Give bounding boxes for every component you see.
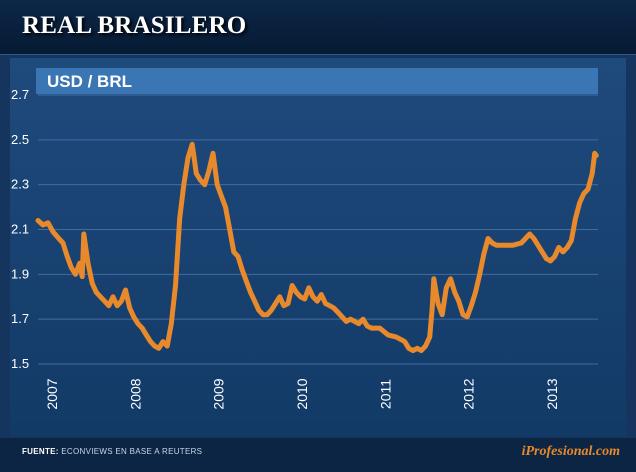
y-tick-label: 1.9 — [11, 266, 29, 281]
page-title: REAL BRASILERO — [22, 12, 247, 39]
plot-panel: 1.5 1.7 1.9 2.1 2.3 2.5 2.7 USD / BRL 2007 2008 20… — [10, 58, 626, 436]
y-tick-label: 1.5 — [11, 356, 29, 371]
source-label: FUENTE: — [22, 447, 59, 456]
title-bar: REAL BRASILERO — [0, 0, 636, 55]
x-tick-label: 2007 — [44, 378, 60, 409]
y-tick-label: 2.7 — [11, 87, 29, 102]
x-tick-label: 2012 — [461, 378, 477, 409]
y-tick-label: 1.7 — [11, 311, 29, 326]
footer: FUENTE: ECONVIEWS EN BASE A REUTERS iPro… — [0, 438, 636, 472]
x-tick-label: 2011 — [377, 379, 393, 409]
chart-title-banner — [36, 68, 598, 94]
series-line-usd-brl — [35, 141, 599, 354]
y-tick-label: 2.5 — [11, 132, 29, 147]
line-chart: 1.5 1.7 1.9 2.1 2.3 2.5 2.7 USD / BRL 2007 2008 20… — [11, 68, 599, 410]
source-note: FUENTE: ECONVIEWS EN BASE A REUTERS — [22, 447, 202, 456]
x-tick-label: 2009 — [211, 378, 227, 409]
x-tick-label: 2013 — [544, 378, 560, 409]
y-tick-label: 2.3 — [11, 177, 29, 192]
source-text: ECONVIEWS EN BASE A REUTERS — [61, 447, 203, 456]
brand-logo[interactable]: iProfesional.com — [521, 444, 620, 459]
chart-title: USD / BRL — [47, 72, 132, 91]
x-tick-label: 2008 — [127, 378, 143, 409]
x-tick-label: 2010 — [294, 378, 310, 409]
y-tick-label: 2.1 — [11, 222, 29, 237]
